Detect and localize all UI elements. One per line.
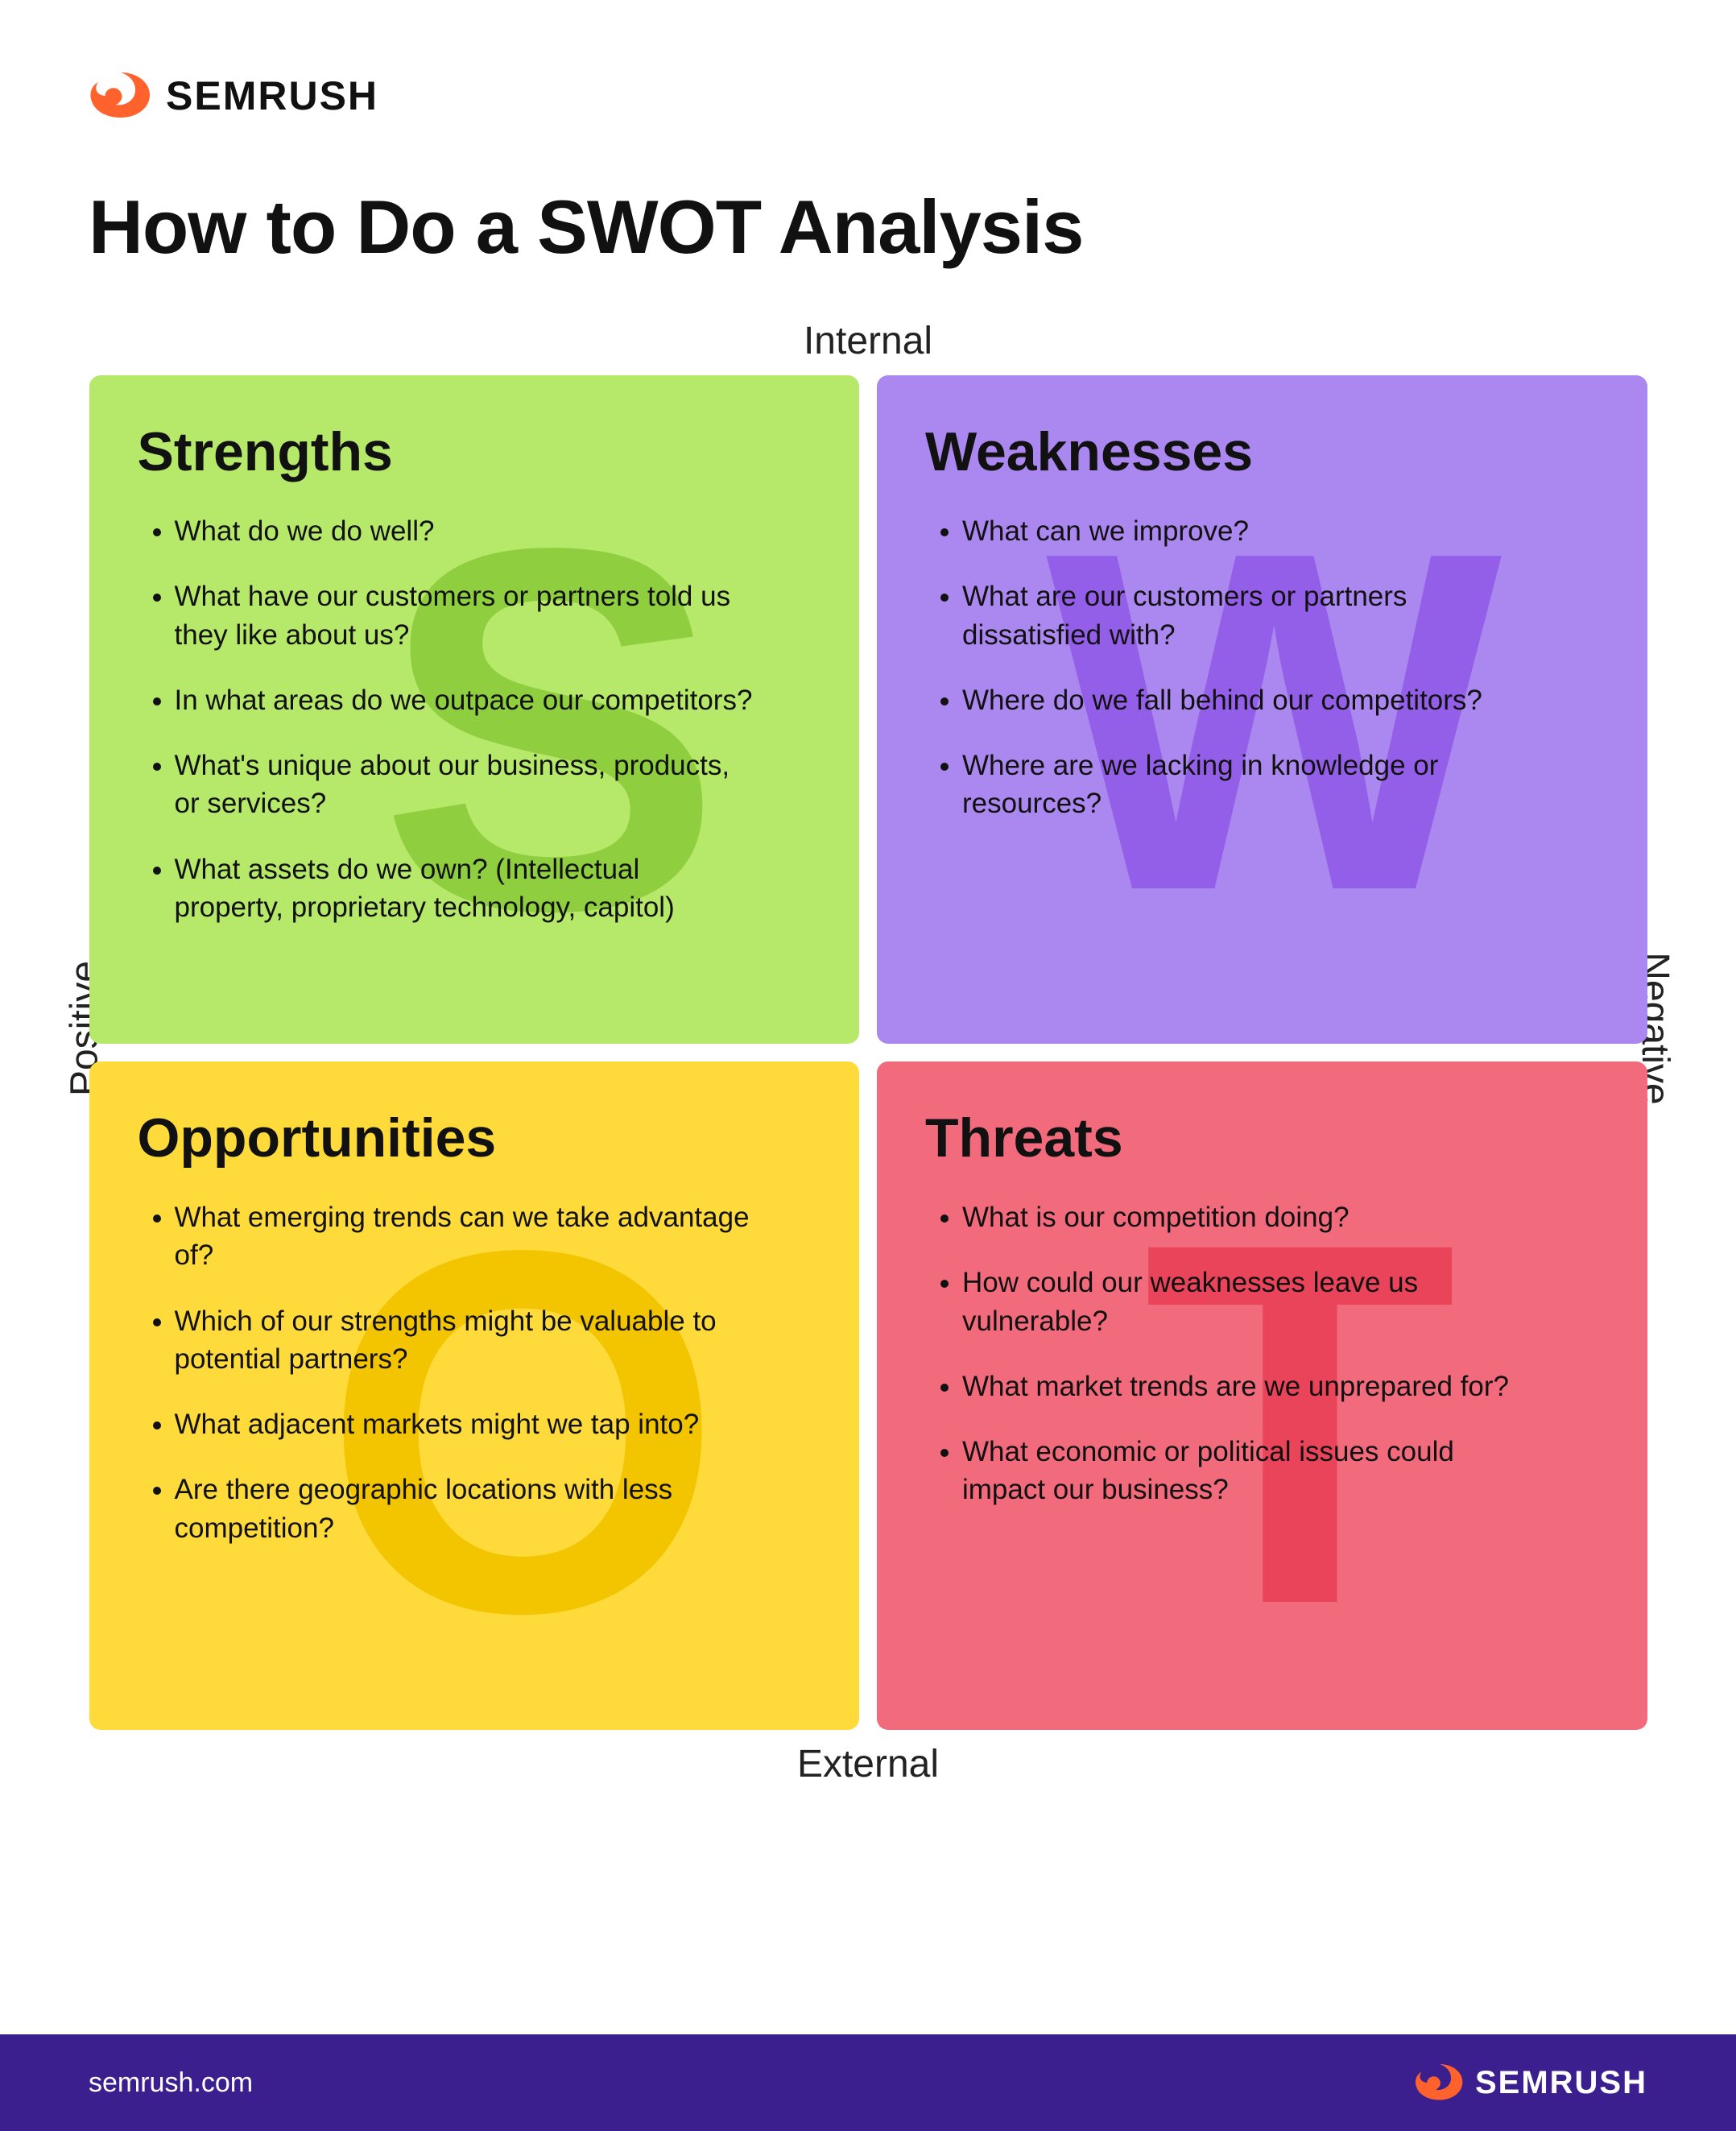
swot-frame: Internal External Positive Negative S St…	[89, 327, 1647, 1730]
list-item: In what areas do we outpace our competit…	[175, 681, 754, 719]
brand-wordmark-top: SEMRUSH	[166, 72, 378, 119]
flame-path	[1416, 2064, 1462, 2100]
quadrant-heading: Opportunities	[138, 1107, 812, 1169]
swot-grid: S Strengths What do we do well?What have…	[89, 327, 1647, 1730]
list-item: What do we do well?	[175, 512, 754, 550]
page-title: How to Do a SWOT Analysis	[89, 184, 1647, 271]
quadrant-threats: T Threats What is our competition doing?…	[877, 1061, 1647, 1730]
quadrant-list: What is our competition doing? How could …	[925, 1198, 1599, 1509]
list-item: What have our customers or partners told…	[175, 577, 754, 654]
list-item: What is our competition doing?	[962, 1198, 1542, 1236]
list-item: What can we improve?	[962, 512, 1542, 550]
list-item: What assets do we own? (Intellectual pro…	[175, 850, 754, 927]
quadrant-heading: Threats	[925, 1107, 1599, 1169]
list-item: Are there geographic locations with less…	[175, 1471, 754, 1547]
brand-logo-bottom: SEMRUSH	[1414, 2064, 1647, 2101]
quadrant-weaknesses: W Weaknesses What can we improve?What ar…	[877, 375, 1647, 1044]
list-item: What's unique about our business, produc…	[175, 747, 754, 823]
brand-logo-top: SEMRUSH	[89, 72, 1647, 119]
quadrant-strengths: S Strengths What do we do well?What have…	[89, 375, 860, 1044]
quadrant-list: What emerging trends can we take advanta…	[138, 1198, 812, 1547]
flame-icon	[89, 72, 151, 119]
list-item: What market trends are we unprepared for…	[962, 1368, 1542, 1405]
brand-wordmark-bottom: SEMRUSH	[1475, 2065, 1647, 2101]
list-item: How could our weaknesses leave us vulner…	[962, 1264, 1542, 1340]
flame-icon	[1414, 2064, 1464, 2101]
footer-url: semrush.com	[89, 2067, 253, 2099]
list-item: What are our customers or partners dissa…	[962, 577, 1542, 654]
list-item: Where are we lacking in knowledge or res…	[962, 747, 1542, 823]
quadrant-opportunities: O Opportunities What emerging trends can…	[89, 1061, 860, 1730]
flame-path	[90, 72, 150, 118]
list-item: Which of our strengths might be valuable…	[175, 1302, 754, 1379]
list-item: What adjacent markets might we tap into?	[175, 1405, 754, 1443]
list-item: Where do we fall behind our competitors?	[962, 681, 1542, 719]
axis-label-internal: Internal	[804, 319, 932, 363]
quadrant-list: What do we do well? What have our custome…	[138, 512, 812, 926]
list-item: What economic or political issues could …	[962, 1433, 1542, 1509]
list-item: What emerging trends can we take advanta…	[175, 1198, 754, 1275]
axis-label-external: External	[797, 1742, 939, 1786]
quadrant-heading: Weaknesses	[925, 420, 1599, 483]
quadrant-heading: Strengths	[138, 420, 812, 483]
page-footer: semrush.com SEMRUSH	[0, 2034, 1736, 2131]
infographic-page: SEMRUSH How to Do a SWOT Analysis Intern…	[0, 0, 1736, 2131]
quadrant-list: What can we improve? What are our custome…	[925, 512, 1599, 823]
